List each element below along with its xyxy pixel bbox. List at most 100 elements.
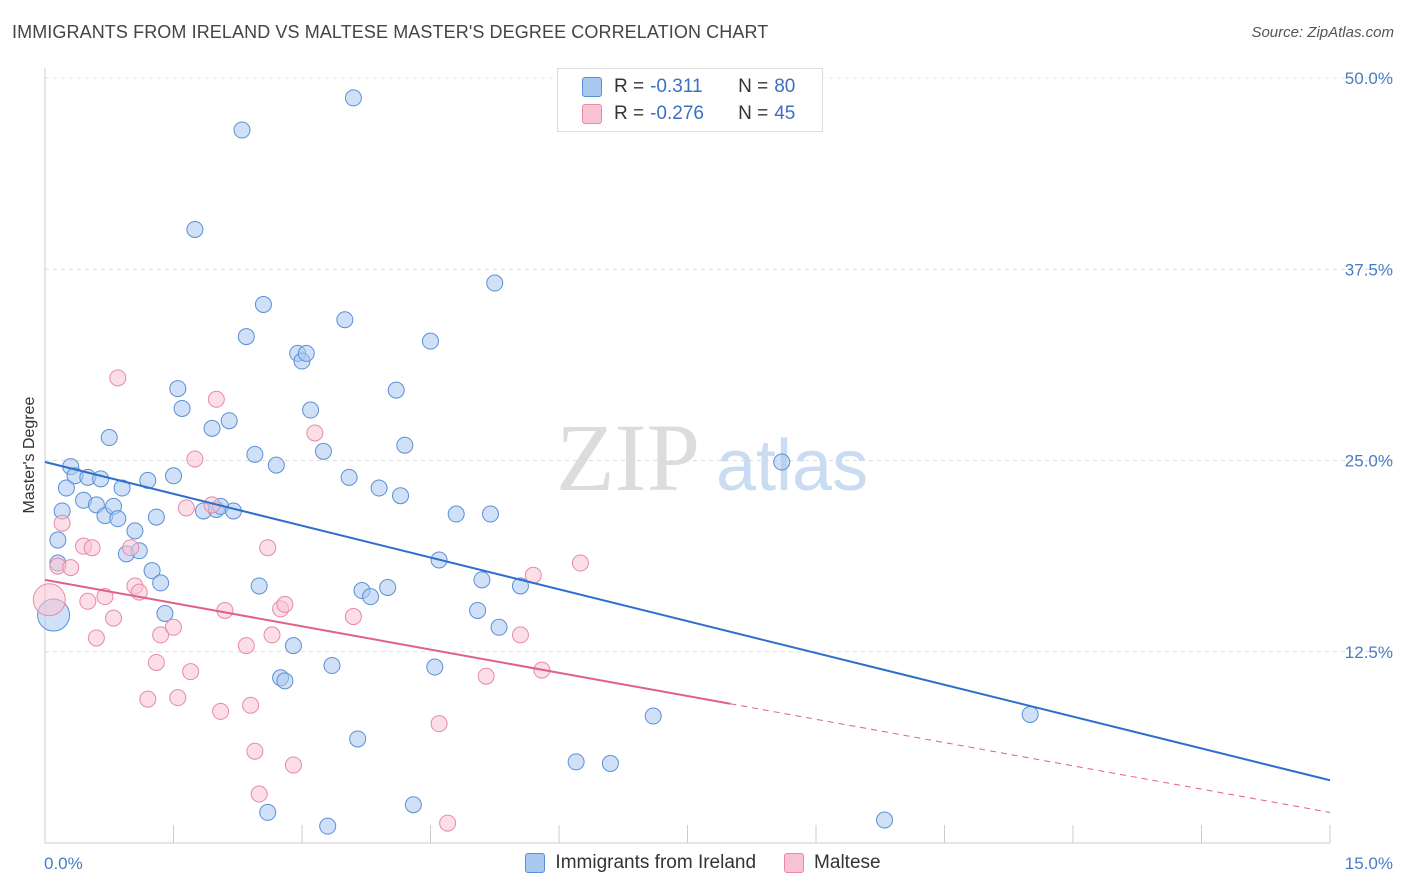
maltese-point [105,609,123,627]
ireland-point [147,508,165,526]
ireland-point [165,467,182,485]
maltese-point [571,554,589,572]
ireland-point [152,574,170,592]
ireland-point [276,672,294,690]
y-tick-label: 12.5% [1345,643,1393,662]
maltese-point [147,653,165,671]
ireland-point [126,522,144,540]
ireland-point [344,89,362,107]
ireland-point [876,811,894,829]
watermark-zip: ZIP [556,404,700,511]
maltese-point [276,595,294,613]
legend-label-maltese: Maltese [814,852,881,873]
ireland-point [473,571,491,589]
ireland-point [447,505,465,523]
trend-lines [44,461,1331,813]
ireland-point [302,401,320,419]
maltese-point [83,539,101,557]
ireland-point [601,754,619,772]
legend-row-maltese: R = -0.276 N = 45 [582,102,795,126]
ireland-point [169,380,187,398]
ireland-point [396,436,414,454]
maltese-point [259,539,277,557]
y-axis-label: Master's Degree [21,396,38,513]
source-label: Source: ZipAtlas.com [1251,24,1394,41]
ireland-point [370,479,388,497]
ireland-trend-line [44,461,1331,782]
r-value: -0.276 [650,103,704,124]
maltese-point [186,450,204,468]
maltese-point [212,702,230,720]
ireland-point [323,657,341,675]
maltese-point [182,663,200,681]
ireland-point [250,577,268,595]
ireland-point [220,412,238,430]
maltese-point [177,499,195,517]
stats-legend: R = -0.311 N = 80 R = -0.276 N = 45 [557,68,823,132]
x-tick-label: 15.0% [1345,854,1393,873]
data-points [32,89,1039,835]
ireland-point [246,445,264,463]
watermark-atlas: atlas [716,426,868,506]
ireland-point [404,796,422,814]
n-label: N = [738,76,769,97]
maltese-point [32,583,66,617]
ireland-point [1021,705,1039,723]
ireland-point [336,311,354,329]
ireland-point [340,468,358,486]
maltese-point [96,588,114,606]
ireland-point [186,220,204,238]
x-tick-label: 0.0% [44,854,83,873]
maltese-point [237,637,255,655]
ireland-point [233,121,251,139]
n-value: 80 [774,76,796,97]
legend-label-ireland: Immigrants from Ireland [555,852,757,873]
maltese-point [62,559,80,577]
r-label: R = [614,103,645,124]
ireland-point [773,453,791,471]
maltese-point [165,618,182,636]
legend-swatch-maltese [582,104,602,124]
legend-row-ireland: R = -0.311 N = 80 [582,75,795,99]
ireland-point [422,332,439,350]
ireland-point [284,637,302,655]
maltese-point [439,814,457,832]
ireland-point [379,578,397,596]
maltese-point [284,756,302,774]
ireland-point [109,510,127,528]
ireland-point [567,753,585,771]
ireland-point [100,429,118,447]
grid-lines [45,77,1393,653]
maltese-point [306,424,324,442]
maltese-point [430,715,448,733]
maltese-point [139,690,157,708]
ireland-point [113,479,131,497]
watermark: ZIP atlas [556,404,868,511]
ireland-point [486,274,504,292]
ireland-point [644,707,662,725]
y-tick-label: 25.0% [1345,452,1393,471]
axes [44,68,1331,844]
maltese-point [169,689,187,707]
ireland-point [156,605,174,622]
ireland-point [143,562,161,580]
ireland-point [392,487,410,505]
ireland-point [349,730,367,748]
maltese-point [263,626,281,644]
ireland-point [203,419,221,437]
chart-title: IMMIGRANTS FROM IRELAND VS MALTESE MASTE… [12,22,769,42]
legend-swatch-maltese [784,853,805,873]
ireland-point [297,344,315,362]
ireland-point [173,399,191,417]
r-value: -0.311 [650,76,703,97]
ireland-point [49,531,67,549]
series-legend: Immigrants from Ireland Maltese [0,852,1406,874]
ireland-point [237,328,255,346]
maltese-trend-extension [730,703,1331,813]
maltese-point [87,629,105,647]
ireland-point [259,803,277,821]
ireland-point [426,658,444,676]
maltese-point [53,514,71,532]
r-label: R = [614,76,645,97]
